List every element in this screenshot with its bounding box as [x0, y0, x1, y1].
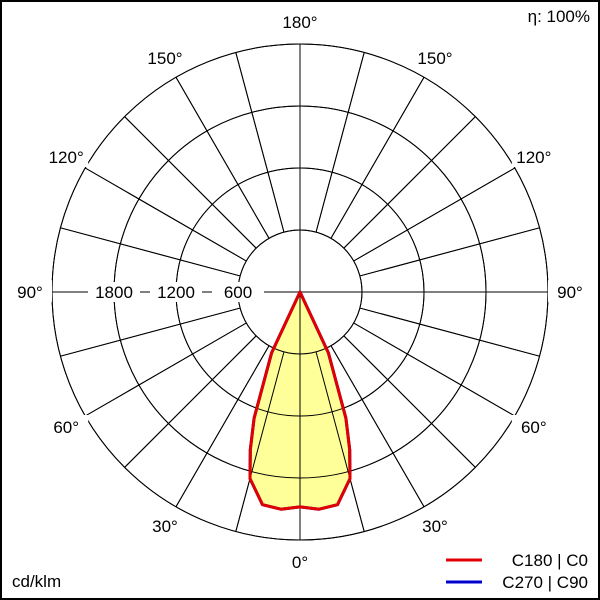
radial-gridline [353, 167, 516, 262]
angle-label-bg [278, 550, 322, 572]
angle-label-bg [413, 46, 457, 69]
radial-gridline [353, 322, 516, 417]
angle-label-bg [8, 280, 52, 302]
radial-gridline [235, 52, 285, 233]
angle-label-right-60: 60° [521, 418, 547, 437]
tick-label-bg [88, 282, 140, 302]
angle-label-bg [143, 46, 187, 69]
legend-label: C180 | C0 [512, 551, 588, 570]
angle-label-left-60: 60° [53, 418, 79, 437]
angle-label-bg [278, 10, 322, 32]
radial-tick-label-600: 600 [224, 283, 252, 302]
radial-gridline [343, 335, 476, 468]
legend-label: C270 | C90 [502, 573, 588, 592]
angle-label-bg [511, 145, 556, 167]
angle-label-bg [511, 415, 556, 437]
radial-gridline [235, 351, 285, 532]
legend: C180 | C0 C270 | C90 [446, 551, 588, 592]
radial-gridline [359, 307, 540, 357]
radial-gridline [175, 345, 270, 508]
radial-tick-label-1200: 1200 [157, 283, 195, 302]
radial-gridline [330, 345, 425, 508]
tick-label-bg [150, 282, 202, 302]
angle-label-left-90: 90° [17, 283, 43, 302]
tick-label-bg [212, 282, 264, 302]
angle-label-left-120: 120° [49, 148, 84, 167]
angle-label-right-90: 90° [557, 283, 583, 302]
angle-label-right-30: 30° [422, 517, 448, 536]
radial-gridline [315, 351, 365, 532]
angle-label-bg [143, 513, 187, 536]
radial-gridline [60, 227, 241, 277]
radial-gridline [343, 116, 476, 249]
angle-label-bg [44, 145, 89, 167]
angle-label-bg [44, 415, 89, 437]
unit-label: cd/klm [12, 572, 61, 591]
angle-label-0: 0° [292, 553, 308, 572]
radial-gridline [60, 307, 241, 357]
radial-gridline [84, 167, 247, 262]
radial-gridline [330, 76, 425, 239]
radial-gridline [124, 335, 257, 468]
curve-c180-c0 [248, 290, 352, 511]
radial-gridline [84, 322, 247, 417]
radial-gridline [124, 116, 257, 249]
radial-tick-label-1800: 1800 [95, 283, 133, 302]
radial-gridline [175, 76, 270, 239]
angle-label-right-150: 150° [417, 49, 452, 68]
angle-label-180: 180° [282, 13, 317, 32]
efficiency-label: η: 100% [528, 7, 590, 26]
angle-label-bg [548, 280, 592, 302]
radial-gridline [359, 227, 540, 277]
angle-label-right-120: 120° [516, 148, 551, 167]
radial-gridline [315, 52, 365, 233]
labels: 600 1200 1800 0° 180° 30° 30° 60° 60° 90° 90° 120° 1… [8, 10, 592, 572]
angle-label-left-30: 30° [152, 517, 178, 536]
angle-label-bg [413, 513, 457, 536]
angle-label-left-150: 150° [147, 49, 182, 68]
